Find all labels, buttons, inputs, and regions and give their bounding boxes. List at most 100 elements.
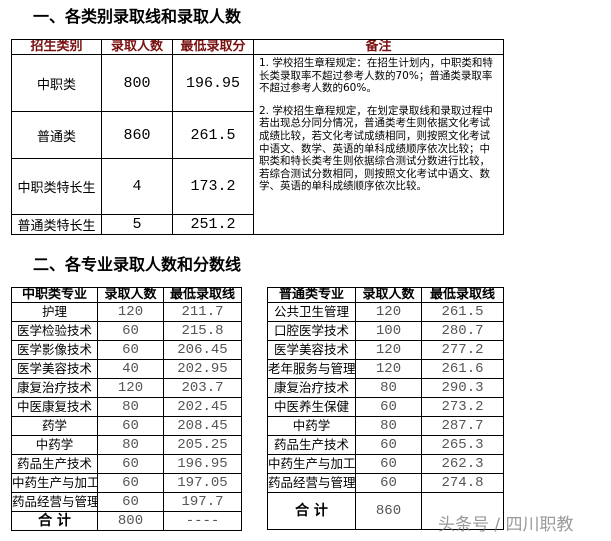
header-category: 招生类别 [11, 39, 102, 55]
table-row: 中药生产与加工 60 262.3 [267, 454, 504, 474]
table-row: 药品生产技术 60 196.95 [11, 454, 242, 474]
count-cell: 800 [101, 54, 173, 112]
header-count: 录取人数 [101, 39, 173, 55]
score-cell: 215.8 [163, 321, 242, 341]
table-row: 中医康复技术 80 202.45 [11, 397, 242, 417]
count-cell: 60 [97, 416, 164, 436]
table-row: 中药学 80 205.25 [11, 435, 242, 455]
count-cell: 60 [355, 454, 422, 474]
category-cell: 中职类 [11, 54, 102, 112]
header-notes: 备注 [253, 39, 504, 55]
category-cell: 普通类特长生 [11, 214, 102, 235]
table-row: 药品经营与管理 60 197.7 [11, 492, 242, 512]
count-cell: 60 [97, 454, 164, 474]
table-row: 中医养生保健 60 273.2 [267, 397, 504, 417]
header-min-score: 最低录取线 [163, 287, 242, 303]
score-cell: 173.2 [172, 158, 254, 215]
major-cell: 公共卫生管理 [267, 302, 356, 322]
category-cell: 中职类特长生 [11, 158, 102, 215]
score-cell: 203.7 [163, 378, 242, 398]
count-cell: 100 [355, 321, 422, 341]
score-cell: 205.25 [163, 435, 242, 455]
header-major: 普通类专业 [267, 287, 356, 303]
score-cell: 262.3 [421, 454, 504, 474]
count-cell: 60 [97, 492, 164, 512]
score-cell: 197.05 [163, 473, 242, 493]
header-count: 录取人数 [355, 287, 422, 303]
score-cell: 202.45 [163, 397, 242, 417]
header-major: 中职类专业 [11, 287, 98, 303]
section2-title: 二、各专业录取人数和分数线 [33, 255, 242, 274]
count-cell: 80 [355, 378, 422, 398]
note-1: 1. 学校招生章程规定：在招生计划内，中职类和特长类录取率不超过参考人数的70%… [259, 57, 493, 95]
major-cell: 中药学 [11, 435, 98, 455]
total-score [421, 492, 504, 530]
count-cell: 60 [97, 321, 164, 341]
total-count: 800 [97, 511, 164, 531]
section1-title: 一、各类别录取线和录取人数 [33, 7, 242, 26]
major-cell: 中药生产与加工 [11, 473, 98, 493]
score-cell: 211.7 [163, 302, 242, 322]
table-row: 医学美容技术 40 202.95 [11, 359, 242, 379]
count-cell: 60 [355, 473, 422, 493]
major-cell: 医学美容技术 [11, 359, 98, 379]
major-cell: 中医养生保健 [267, 397, 356, 417]
score-cell: 261.5 [421, 302, 504, 322]
count-cell: 120 [355, 359, 422, 379]
total-row: 合 计 860 [267, 492, 504, 530]
table-row: 护理 120 211.7 [11, 302, 242, 322]
major-cell: 老年服务与管理 [267, 359, 356, 379]
header-min-score: 最低录取线 [421, 287, 504, 303]
major-cell: 医学影像技术 [11, 340, 98, 360]
count-cell: 40 [97, 359, 164, 379]
category-admission-table: 招生类别 录取人数 最低录取分 备注 中职类 800 196.95 1. 学校招… [11, 39, 504, 235]
score-cell: 265.3 [421, 435, 504, 455]
score-cell: 202.95 [163, 359, 242, 379]
score-cell: 290.3 [421, 378, 504, 398]
count-cell: 5 [101, 214, 173, 235]
table-row: 公共卫生管理 120 261.5 [267, 302, 504, 322]
count-cell: 80 [355, 416, 422, 436]
score-cell: 196.95 [163, 454, 242, 474]
score-cell: 287.7 [421, 416, 504, 436]
table-row: 普通类特长生 5 251.2 [11, 214, 504, 235]
table-row: 中职类 800 196.95 1. 学校招生章程规定：在招生计划内，中职类和特长… [11, 54, 504, 235]
count-cell: 80 [97, 397, 164, 417]
count-cell: 120 [355, 340, 422, 360]
count-cell: 4 [101, 158, 173, 215]
category-cell: 普通类 [11, 111, 102, 159]
major-cell: 药品经营与管理 [267, 473, 356, 493]
major-cell: 中药学 [267, 416, 356, 436]
score-cell: 277.2 [421, 340, 504, 360]
table-row: 老年服务与管理 120 261.6 [267, 359, 504, 379]
table-row: 中药学 80 287.7 [267, 416, 504, 436]
total-row: 合 计 800 ---- [11, 511, 242, 531]
table-row: 药品经营与管理 60 274.8 [267, 473, 504, 493]
watermark: 头条号 / 四川职教 [438, 515, 574, 535]
table-row: 医学影像技术 60 206.45 [11, 340, 242, 360]
table-row: 中药生产与加工 60 197.05 [11, 473, 242, 493]
major-cell: 医学美容技术 [267, 340, 356, 360]
score-cell: 196.95 [172, 54, 254, 112]
note-2: 2. 学校招生章程规定，在划定录取线和录取过程中若出现总分同分情况，普通类考生则… [259, 104, 493, 193]
table-row: 医学美容技术 120 277.2 [267, 340, 504, 360]
table-row: 医学检验技术 60 215.8 [11, 321, 242, 341]
count-cell: 60 [97, 340, 164, 360]
score-cell: 197.7 [163, 492, 242, 512]
score-cell: 206.45 [163, 340, 242, 360]
total-label: 合 计 [11, 511, 98, 531]
table-row: 康复治疗技术 80 290.3 [267, 378, 504, 398]
count-cell: 120 [97, 302, 164, 322]
score-cell: 273.2 [421, 397, 504, 417]
count-cell: 80 [97, 435, 164, 455]
major-cell: 药品生产技术 [11, 454, 98, 474]
count-cell: 120 [355, 302, 422, 322]
table-row: 药学 60 208.45 [11, 416, 242, 436]
major-cell: 医学检验技术 [11, 321, 98, 341]
score-cell: 261.6 [421, 359, 504, 379]
major-cell: 护理 [11, 302, 98, 322]
score-cell: 208.45 [163, 416, 242, 436]
count-cell: 860 [101, 111, 173, 159]
count-cell: 120 [97, 378, 164, 398]
vocational-majors-table: 中职类专业 录取人数 最低录取线 护理 120 211.7 医学检验技术 60 215.8 医学影… [11, 287, 242, 531]
